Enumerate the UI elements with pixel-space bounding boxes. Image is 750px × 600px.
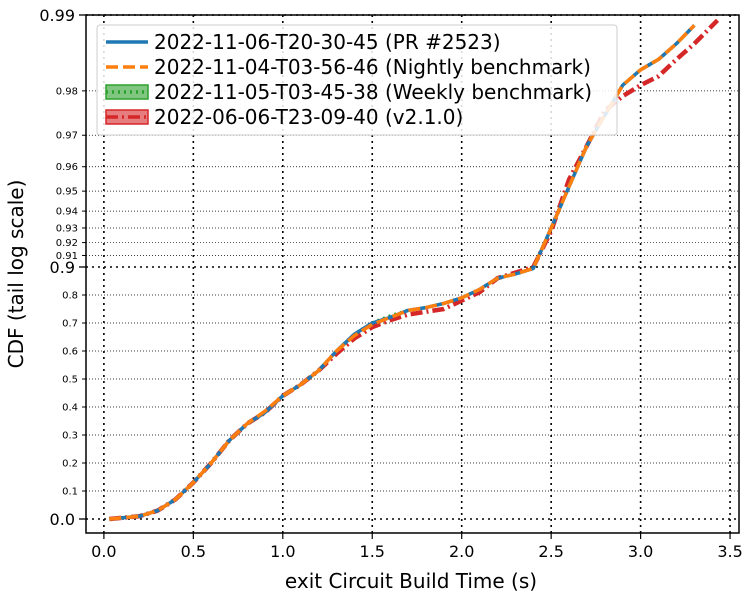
y-minor-tick-label: 0.98 bbox=[56, 86, 78, 97]
x-tick-label: 3.0 bbox=[628, 542, 653, 561]
legend-label: 2022-11-04-T03-56-46 (Nightly benchmark) bbox=[154, 55, 591, 79]
x-axis-ticks: 0.0 0.5 1.0 1.5 2.0 2.5 3.0 3.5 bbox=[91, 533, 743, 561]
y-minor-tick-label: 0.93 bbox=[56, 223, 78, 234]
y-minor-tick-label: 0.94 bbox=[56, 207, 78, 218]
x-tick-label: 3.5 bbox=[717, 542, 742, 561]
y-major-tick-label: 0.99 bbox=[39, 6, 75, 25]
y-minor-tick-label: 0.3 bbox=[62, 431, 78, 442]
y-minor-tick-label: 0.7 bbox=[62, 319, 78, 330]
x-tick-label: 2.5 bbox=[538, 542, 563, 561]
x-tick-label: 0.0 bbox=[91, 542, 116, 561]
x-tick-label: 0.5 bbox=[181, 542, 206, 561]
y-minor-tick-label: 0.96 bbox=[56, 162, 78, 173]
y-major-tick-label: 0.9 bbox=[50, 258, 75, 277]
legend-entry: 2022-11-04-T03-56-46 (Nightly benchmark) bbox=[106, 55, 591, 79]
legend: 2022-11-06-T20-30-45 (PR #2523)2022-11-0… bbox=[96, 24, 618, 136]
y-minor-tick-label: 0.92 bbox=[56, 238, 78, 249]
y-minor-tick-label: 0.97 bbox=[56, 131, 78, 142]
legend-entries: 2022-11-06-T20-30-45 (PR #2523)2022-11-0… bbox=[105, 30, 592, 129]
y-major-tick-label: 0.0 bbox=[50, 510, 75, 529]
y-axis-label: CDF (tail log scale) bbox=[4, 180, 28, 369]
legend-label: 2022-06-06-T23-09-40 (v2.1.0) bbox=[154, 105, 463, 129]
legend-entry: 2022-11-06-T20-30-45 (PR #2523) bbox=[106, 30, 501, 54]
plot-frame bbox=[85, 14, 740, 534]
y-minor-tick-label: 0.5 bbox=[62, 375, 78, 386]
y-minor-tick-label: 0.1 bbox=[62, 487, 78, 498]
y-axis-ticks: 0.1 0.2 0.3 0.4 0.5 0.6 0.7 0.8 0.91 0.92 0.93 0.94… bbox=[39, 6, 86, 529]
x-tick-label: 2.0 bbox=[449, 542, 474, 561]
y-minor-tick-label: 0.6 bbox=[62, 347, 78, 358]
legend-label: 2022-11-05-T03-45-38 (Weekly benchmark) bbox=[154, 80, 592, 104]
x-axis-label: exit Circuit Build Time (s) bbox=[285, 569, 537, 593]
x-tick-label: 1.0 bbox=[270, 542, 295, 561]
x-tick-label: 1.5 bbox=[360, 542, 385, 561]
legend-entry: 2022-11-05-T03-45-38 (Weekly benchmark) bbox=[105, 80, 592, 104]
y-minor-tick-label: 0.2 bbox=[62, 459, 78, 470]
y-minor-tick-label: 0.95 bbox=[56, 187, 78, 198]
legend-label: 2022-11-06-T20-30-45 (PR #2523) bbox=[154, 30, 501, 54]
legend-box bbox=[96, 24, 618, 136]
y-minor-tick-label: 0.8 bbox=[62, 291, 78, 302]
y-minor-tick-label: 0.4 bbox=[62, 403, 78, 414]
legend-entry: 2022-06-06-T23-09-40 (v2.1.0) bbox=[105, 105, 463, 129]
y-minor-tick-label: 0.91 bbox=[56, 251, 78, 262]
